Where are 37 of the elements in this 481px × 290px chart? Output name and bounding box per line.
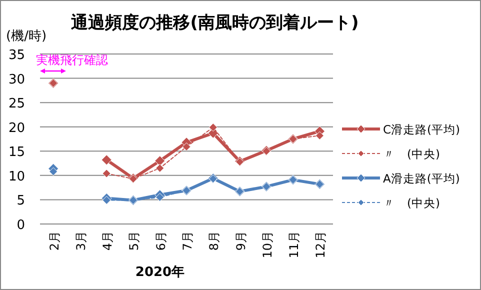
y-tick-label: 0 [16,218,25,233]
x-tick-label: 8月 [207,231,222,251]
legend-label: C滑走路(平均) [383,122,460,136]
point [182,142,191,152]
x-tick-label: 12月 [314,231,328,258]
x-tick-label: 3月 [74,231,88,251]
x-tick-label: 7月 [180,231,194,251]
point [315,131,324,140]
y-tick-label: 5 [16,194,25,209]
x-tick-label: 9月 [234,231,248,251]
point [102,169,111,178]
x-tick-label: 11月 [287,231,302,258]
y-tick-label: 25 [8,96,25,112]
y-tick-label: 15 [8,145,25,160]
legend-label: A滑走路(平均) [383,172,460,186]
point [49,167,58,176]
chart-title: 通過頻度の推移(南風時の到着ルート) [70,13,359,33]
x-axis-title: 2020年 [135,265,185,280]
y-tick-label: 10 [8,169,25,184]
y-axis-title: (機/時) [6,29,47,44]
point [208,123,218,132]
point [154,156,166,166]
x-tick-label: 4月 [100,231,115,251]
annotation: 実機飛行確認 [36,53,108,67]
y-tick-label: 30 [8,72,25,88]
x-tick-label: 2月 [47,231,62,251]
x-tick-label: 10月 [260,231,274,258]
legend-label: 〃 (中央) [383,147,440,161]
legend-label: 〃 (中央) [383,196,440,210]
y-tick-label: 20 [8,120,25,136]
y-tick-label: 35 [8,48,25,63]
x-tick-label: 6月 [154,231,168,251]
x-tick-label: 5月 [127,231,142,251]
point [101,154,112,166]
point [156,164,164,172]
point [156,193,164,202]
point [102,196,111,204]
